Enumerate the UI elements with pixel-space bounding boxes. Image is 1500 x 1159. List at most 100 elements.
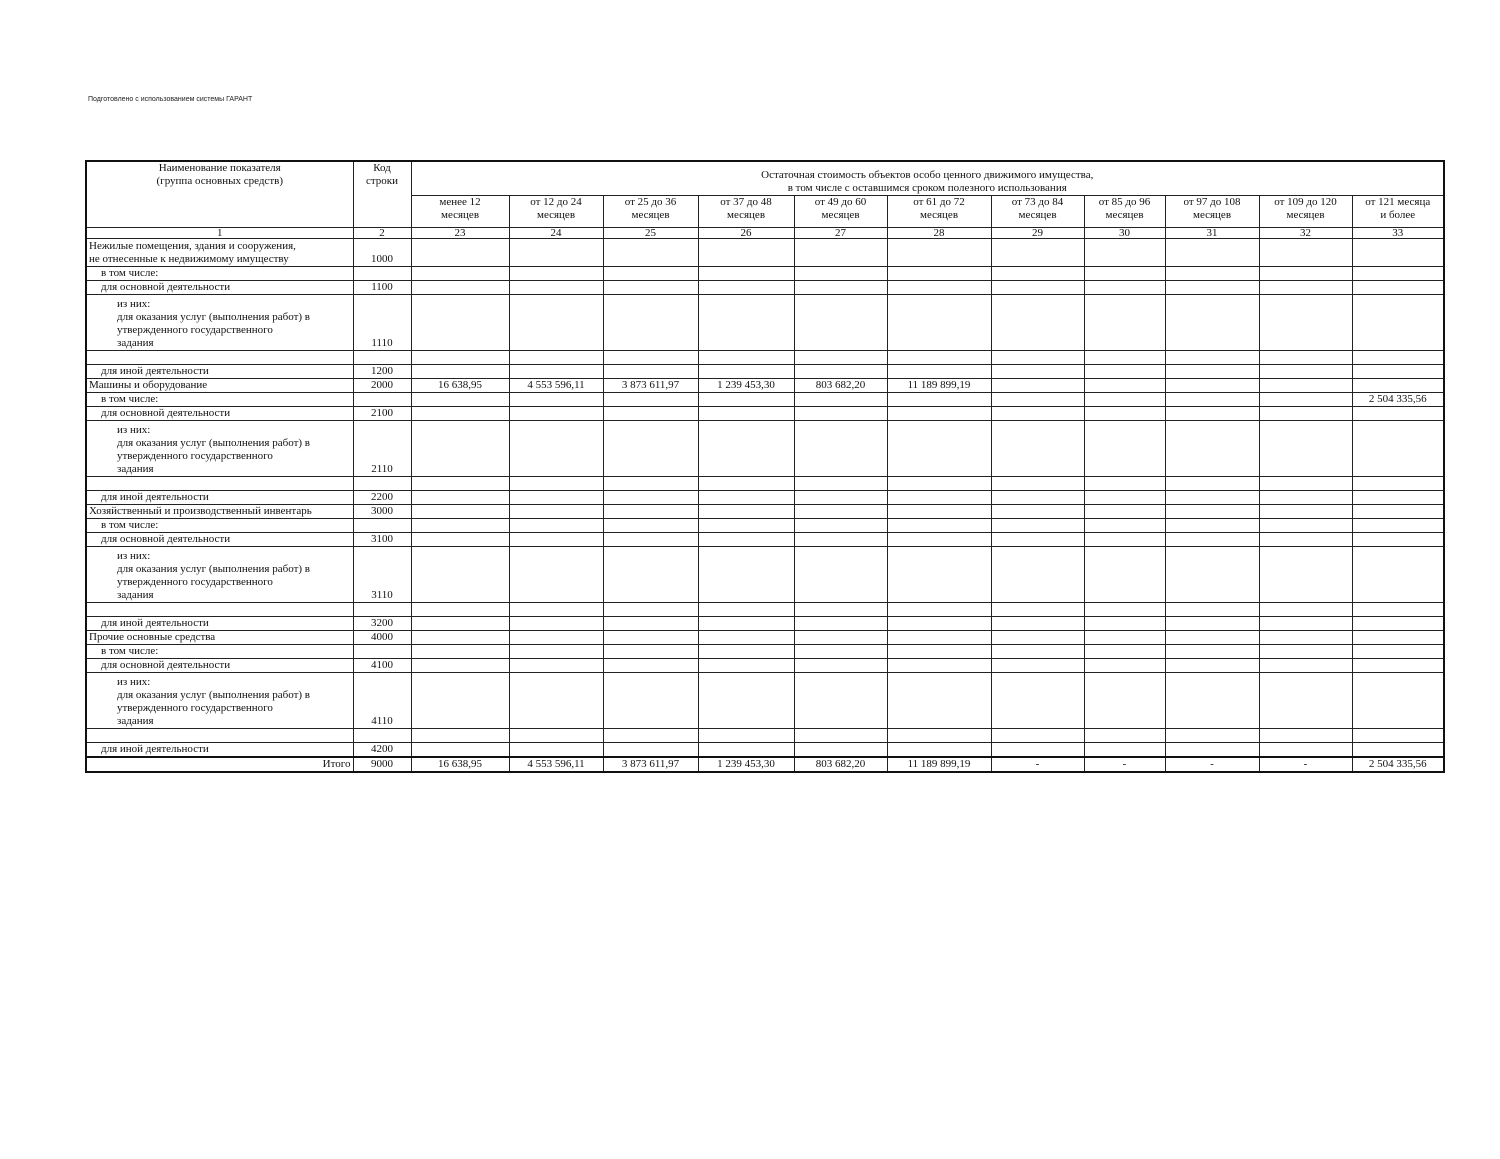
value-cell <box>697 405 795 421</box>
value-cell <box>990 727 1085 743</box>
value-cell <box>1083 405 1166 421</box>
value-cell <box>1083 643 1166 659</box>
value-cell <box>1258 671 1353 729</box>
value-cell: 2 504 335,56 <box>1351 756 1445 772</box>
value-cell <box>793 237 888 267</box>
column-number: 25 <box>602 226 699 239</box>
value-cell <box>793 363 888 379</box>
value-cell: 11 189 899,19 <box>886 377 992 393</box>
value-cell <box>886 489 992 505</box>
value-cell <box>1083 671 1166 729</box>
value-cell <box>990 265 1085 281</box>
value-cell <box>886 419 992 477</box>
value-cell <box>1083 265 1166 281</box>
row-code <box>352 517 412 533</box>
header-group-title: Остаточная стоимость объектов особо ценн… <box>410 160 1445 196</box>
value-cell <box>990 349 1085 365</box>
value-cell <box>410 363 510 379</box>
value-cell <box>697 657 795 673</box>
row-label: в том числе: <box>85 643 354 659</box>
table-row: для иной деятельности 1200 <box>85 363 1445 379</box>
header-name: Наименование показателя (группа основных… <box>85 160 354 228</box>
value-cell <box>602 741 699 757</box>
value-cell <box>793 279 888 295</box>
value-cell <box>990 377 1085 393</box>
value-cell <box>793 727 888 743</box>
value-cell <box>990 531 1085 547</box>
value-cell <box>1083 377 1166 393</box>
value-cell <box>886 475 992 491</box>
column-header: от 12 до 24 месяцев <box>508 194 604 228</box>
table-row: для иной деятельности 2200 <box>85 489 1445 505</box>
value-cell <box>602 279 699 295</box>
prepared-note: Подготовлено с использованием системы ГА… <box>88 96 253 103</box>
row-code: 3110 <box>352 545 412 603</box>
table-row: из них: для оказания услуг (выполнения р… <box>85 293 1445 351</box>
value-cell <box>602 615 699 631</box>
value-cell <box>1083 531 1166 547</box>
value-cell <box>1351 517 1445 533</box>
row-label <box>85 727 354 743</box>
value-cell <box>602 545 699 603</box>
table-row: для иной деятельности 4200 <box>85 741 1445 757</box>
table-row: для основной деятельности 1100 <box>85 279 1445 295</box>
value-cell: 1 239 453,30 <box>697 756 795 772</box>
row-label: для иной деятельности <box>85 741 354 757</box>
value-cell <box>886 601 992 617</box>
value-cell <box>793 531 888 547</box>
value-cell <box>602 363 699 379</box>
value-cell <box>886 265 992 281</box>
value-cell <box>990 293 1085 351</box>
value-cell <box>697 265 795 281</box>
column-header: менее 12 месяцев <box>410 194 510 228</box>
value-cell <box>793 643 888 659</box>
value-cell <box>1351 741 1445 757</box>
value-cell <box>1083 629 1166 645</box>
value-cell: - <box>1164 756 1260 772</box>
value-cell <box>793 517 888 533</box>
value-cell <box>602 727 699 743</box>
value-cell <box>1258 531 1353 547</box>
value-cell <box>508 279 604 295</box>
value-cell <box>1164 657 1260 673</box>
value-cell <box>410 671 510 729</box>
value-cell: 803 682,20 <box>793 377 888 393</box>
column-header: от 85 до 96 месяцев <box>1083 194 1166 228</box>
value-cell <box>410 265 510 281</box>
value-cell <box>410 517 510 533</box>
value-cell <box>1258 615 1353 631</box>
value-cell <box>886 727 992 743</box>
value-cell <box>886 741 992 757</box>
value-cell <box>602 391 699 407</box>
value-cell <box>886 391 992 407</box>
value-cell <box>1164 419 1260 477</box>
row-label: Хозяйственный и производственный инвента… <box>85 503 354 519</box>
value-cell <box>886 405 992 421</box>
value-cell <box>1258 741 1353 757</box>
value-cell <box>1164 489 1260 505</box>
value-cell <box>508 517 604 533</box>
value-cell <box>1083 237 1166 267</box>
value-cell <box>990 671 1085 729</box>
column-number: 33 <box>1351 226 1445 239</box>
value-cell <box>990 405 1085 421</box>
table-row: для основной деятельности 2100 <box>85 405 1445 421</box>
value-cell <box>1351 279 1445 295</box>
value-cell <box>886 349 992 365</box>
row-label <box>85 349 354 365</box>
value-cell <box>1258 517 1353 533</box>
row-code <box>352 265 412 281</box>
value-cell <box>1351 601 1445 617</box>
column-number: 29 <box>990 226 1085 239</box>
value-cell <box>602 629 699 645</box>
row-code: 1000 <box>352 237 412 267</box>
value-cell <box>697 727 795 743</box>
value-cell <box>697 545 795 603</box>
value-cell <box>1083 615 1166 631</box>
value-cell <box>990 489 1085 505</box>
value-cell <box>410 531 510 547</box>
value-cell <box>1258 643 1353 659</box>
column-header: от 109 до 120 месяцев <box>1258 194 1353 228</box>
value-cell <box>990 503 1085 519</box>
value-cell <box>793 503 888 519</box>
